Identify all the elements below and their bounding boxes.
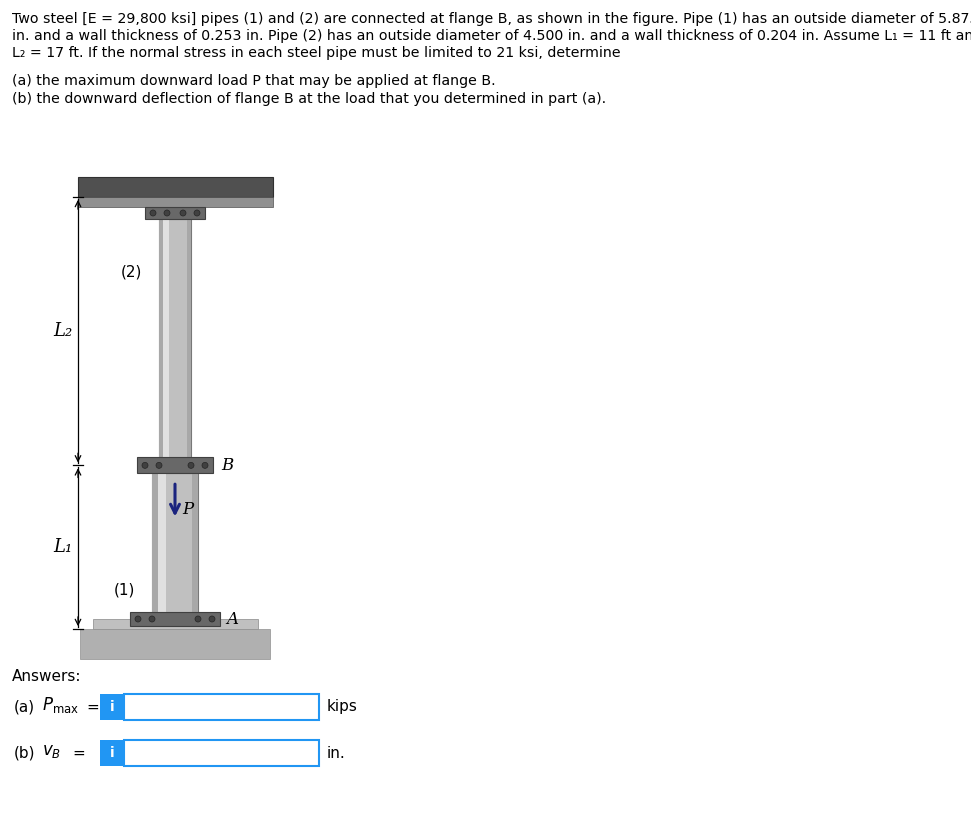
Circle shape	[156, 462, 162, 468]
Text: (1): (1)	[114, 583, 135, 598]
Bar	[130, 612, 220, 626]
Bar	[145, 207, 205, 219]
Bar	[163, 219, 169, 458]
Text: C: C	[201, 193, 214, 209]
Circle shape	[164, 210, 170, 216]
Text: kips: kips	[327, 699, 358, 715]
FancyBboxPatch shape	[100, 740, 124, 766]
Text: (2): (2)	[120, 265, 142, 279]
Text: B: B	[221, 457, 233, 474]
Circle shape	[202, 462, 208, 468]
Text: Answers:: Answers:	[12, 669, 82, 684]
Bar	[192, 473, 198, 613]
Text: i: i	[110, 746, 115, 760]
Text: Two steel [E = 29,800 ksi] pipes (1) and (2) are connected at flange B, as shown: Two steel [E = 29,800 ksi] pipes (1) and…	[12, 12, 971, 26]
Text: i: i	[110, 700, 115, 714]
Text: (b) the downward deflection of flange B at the load that you determined in part : (b) the downward deflection of flange B …	[12, 92, 606, 106]
Bar	[137, 458, 213, 473]
Text: (a) the maximum downward load P that may be applied at flange B.: (a) the maximum downward load P that may…	[12, 74, 495, 88]
Circle shape	[194, 210, 200, 216]
Bar	[80, 629, 270, 659]
Circle shape	[180, 210, 186, 216]
Circle shape	[149, 616, 155, 622]
Bar	[158, 473, 166, 613]
Text: $v_B$: $v_B$	[42, 742, 61, 760]
Text: P: P	[182, 501, 193, 518]
Circle shape	[150, 210, 156, 216]
Text: in. and a wall thickness of 0.253 in. Pipe (2) has an outside diameter of 4.500 : in. and a wall thickness of 0.253 in. Pi…	[12, 29, 971, 43]
Bar	[92, 619, 257, 629]
Bar	[78, 177, 273, 197]
Circle shape	[142, 462, 148, 468]
Circle shape	[135, 616, 141, 622]
Text: L₂ = 17 ft. If the normal stress in each steel pipe must be limited to 21 ksi, d: L₂ = 17 ft. If the normal stress in each…	[12, 46, 620, 60]
Circle shape	[209, 616, 215, 622]
Text: L₁: L₁	[53, 538, 73, 556]
Circle shape	[195, 616, 201, 622]
Text: in.: in.	[327, 745, 346, 761]
Bar	[78, 197, 273, 207]
Text: A: A	[226, 610, 238, 627]
Bar	[159, 219, 163, 458]
FancyBboxPatch shape	[100, 694, 124, 720]
Text: (b): (b)	[14, 745, 36, 761]
Text: =: =	[86, 699, 99, 715]
Text: $P_{\rm max}$: $P_{\rm max}$	[42, 695, 79, 715]
Circle shape	[188, 462, 194, 468]
Text: (a): (a)	[14, 699, 35, 715]
Bar	[187, 219, 191, 458]
FancyBboxPatch shape	[124, 694, 319, 720]
Text: =: =	[72, 745, 84, 761]
Bar	[152, 473, 157, 613]
Bar	[159, 219, 191, 458]
Bar	[152, 473, 198, 613]
FancyBboxPatch shape	[124, 740, 319, 766]
Text: L₂: L₂	[53, 322, 73, 340]
